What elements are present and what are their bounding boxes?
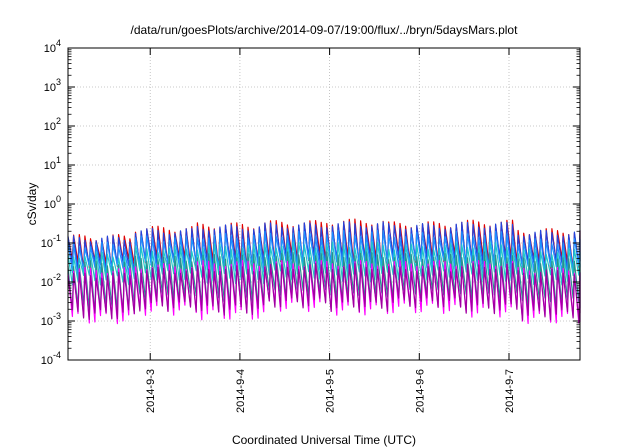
y-tick-exponent: 1 — [56, 155, 61, 165]
series-line — [67, 263, 581, 321]
x-tick-label: 2014-9-6 — [414, 369, 426, 413]
y-axis-label: cSv/day — [25, 183, 39, 226]
tick-marks — [68, 47, 580, 361]
y-tick-base: 10 — [41, 316, 53, 328]
y-tick-exponent: 0 — [56, 194, 61, 204]
y-tick-exponent: 2 — [56, 116, 61, 126]
y-tick-label: 10-3 — [41, 311, 61, 328]
y-tick-base: 10 — [41, 277, 53, 289]
y-tick-label: 10-2 — [41, 272, 61, 289]
y-tick-exponent: -1 — [53, 233, 61, 243]
x-tick-label: 2014-9-7 — [504, 369, 516, 413]
y-tick-base: 10 — [44, 121, 56, 133]
y-tick-base: 10 — [44, 160, 56, 172]
series-group — [67, 218, 581, 325]
y-tick-label: 102 — [44, 116, 61, 133]
y-tick-exponent: -2 — [53, 272, 61, 282]
y-tick-base: 10 — [44, 43, 56, 55]
y-tick-base: 10 — [41, 355, 53, 367]
y-tick-label: 101 — [44, 155, 61, 172]
y-tick-exponent: -3 — [53, 311, 61, 321]
y-tick-exponent: 3 — [56, 77, 61, 87]
y-tick-label: 10-1 — [41, 233, 61, 250]
x-tick-label: 2014-9-3 — [145, 369, 157, 413]
y-tick-label: 104 — [44, 38, 61, 55]
y-tick-label: 100 — [44, 194, 61, 211]
x-axis-label: Coordinated Universal Time (UTC) — [232, 433, 416, 447]
x-tick-labels: 2014-9-3 2014-9-4 2014-9-5 2014-9-6 2014-9-7 — [145, 369, 516, 413]
chart-title: /data/run/goesPlots/archive/2014-09-07/1… — [131, 23, 519, 37]
y-tick-label: 10-4 — [41, 350, 61, 367]
y-tick-exponent: -4 — [53, 350, 61, 360]
y-tick-base: 10 — [44, 82, 56, 94]
x-tick-label: 2014-9-5 — [325, 369, 337, 413]
y-tick-base: 10 — [41, 238, 53, 250]
x-tick-label: 2014-9-4 — [235, 369, 247, 413]
y-tick-exponent: 4 — [56, 38, 61, 48]
y-tick-label: 103 — [44, 77, 61, 94]
y-tick-base: 10 — [44, 199, 56, 211]
